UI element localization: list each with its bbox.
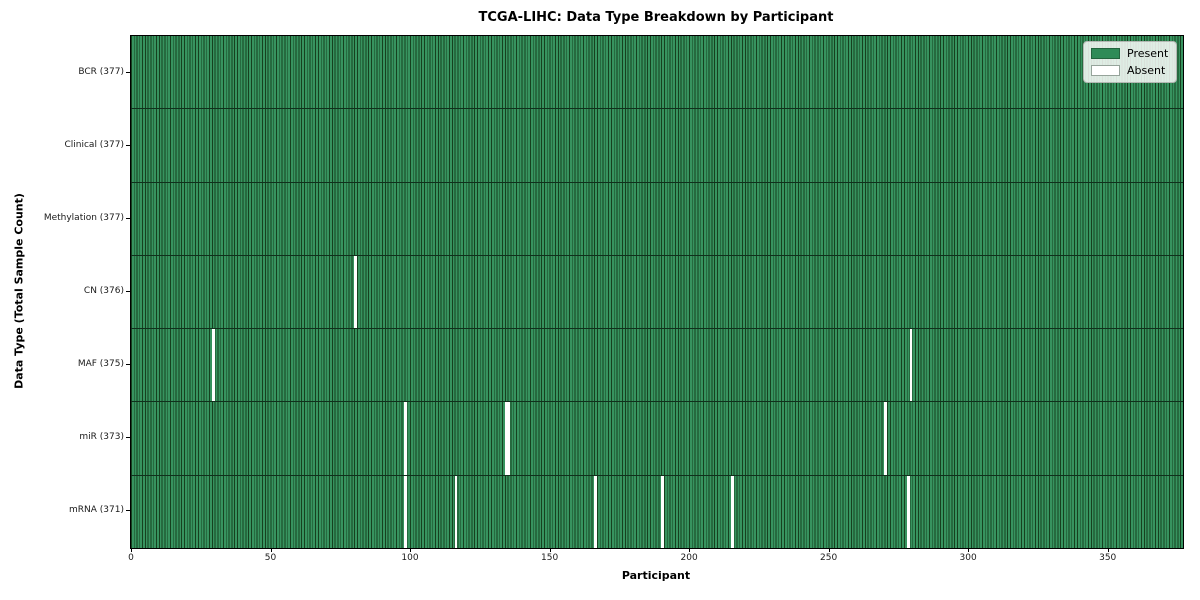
- ytick-mark: [126, 217, 130, 219]
- plot-area: [130, 35, 1184, 549]
- ytick-mark: [126, 144, 130, 146]
- legend-label-absent: Absent: [1127, 64, 1166, 77]
- ytick-label-miR: miR (373): [79, 432, 124, 443]
- legend-entry-present: Present: [1091, 47, 1168, 60]
- xtick-mark: [270, 548, 272, 552]
- ytick-mark: [126, 437, 130, 439]
- x-axis-label: Participant: [621, 569, 691, 582]
- absent-gap: [404, 475, 408, 548]
- xtick-mark: [1107, 548, 1109, 552]
- absent-gap: [354, 255, 358, 329]
- row-MAF: [131, 328, 1183, 402]
- ytick-mark: [126, 291, 130, 292]
- ytick-mark: [126, 510, 130, 512]
- absent-gap: [909, 329, 913, 402]
- row-Methylation: [131, 181, 1183, 255]
- absent-gap: [906, 475, 910, 548]
- xtick-label-0: 0: [128, 553, 134, 563]
- ytick-label-mRNA: mRNA (371): [69, 505, 124, 516]
- absent-gap: [404, 402, 408, 475]
- row-CN: [131, 254, 1183, 329]
- xtick-label-200: 200: [680, 553, 698, 563]
- xtick-label-150: 150: [541, 553, 559, 563]
- ytick-label-CN: CN (376): [83, 286, 124, 296]
- xtick-mark: [410, 548, 411, 552]
- absent-gap: [594, 475, 597, 548]
- xtick-mark: [828, 548, 830, 552]
- ytick-label-MAF: MAF (375): [77, 359, 124, 370]
- absent-gap: [661, 475, 664, 548]
- row-BCR: [131, 36, 1183, 109]
- ytick-mark: [126, 364, 130, 366]
- absent-swatch-icon: [1091, 65, 1120, 76]
- legend: Present Absent: [1083, 41, 1177, 83]
- absent-gap: [730, 475, 734, 548]
- absent-gap: [454, 475, 458, 548]
- ytick-label-Clinical: Clinical (377): [64, 139, 124, 150]
- chart-title: TCGA-LIHC: Data Type Breakdown by Partic…: [478, 10, 834, 25]
- xtick-mark: [131, 548, 132, 552]
- xtick-label-300: 300: [959, 553, 977, 563]
- xtick-label-350: 350: [1099, 553, 1117, 563]
- xtick-mark: [689, 548, 691, 552]
- xtick-label-50: 50: [264, 553, 277, 563]
- xtick-label-100: 100: [401, 553, 419, 563]
- row-miR: [131, 401, 1183, 475]
- ytick-label-Methylation: Methylation (377): [43, 212, 124, 223]
- row-mRNA: [131, 474, 1183, 548]
- row-Clinical: [131, 108, 1183, 182]
- xtick-mark: [549, 548, 551, 552]
- ytick-mark: [126, 71, 130, 73]
- absent-gap: [211, 329, 215, 402]
- absent-gap: [504, 402, 508, 475]
- legend-label-present: Present: [1127, 47, 1169, 60]
- absent-gap: [884, 402, 888, 475]
- ytick-label-BCR: BCR (377): [78, 66, 124, 77]
- present-swatch-icon: [1091, 48, 1120, 59]
- xtick-label-250: 250: [820, 553, 838, 563]
- legend-entry-absent: Absent: [1091, 64, 1168, 77]
- xtick-mark: [968, 548, 970, 552]
- absent-gap: [507, 402, 511, 475]
